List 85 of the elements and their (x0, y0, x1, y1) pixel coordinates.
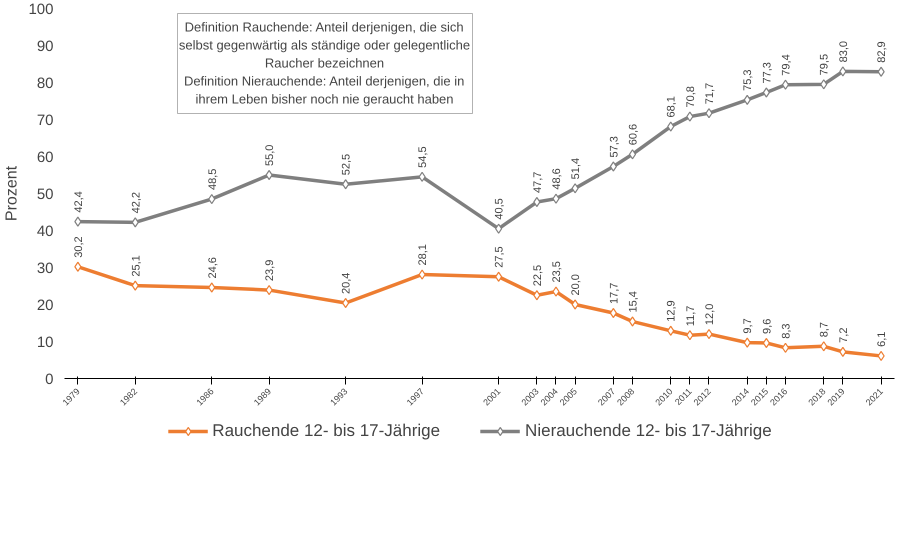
point (839, 66, 846, 76)
point (628, 149, 636, 160)
point (705, 329, 713, 340)
y-tick-label: 100 (28, 1, 54, 18)
legend-label: Nierauchende 12- bis 17-Jährige (525, 421, 772, 441)
data-label: 48,6 (551, 168, 563, 190)
point (782, 342, 790, 353)
point (686, 330, 694, 340)
point (552, 194, 560, 204)
data-label: 11,7 (684, 306, 697, 326)
annotation: Definition Rauchende: Anteil derjenigen, die sich selbst gegenwärtig als ständige oder gelegentliche Raucher bezeichnen (178, 20, 470, 70)
data-label: 28,1 (417, 244, 430, 266)
data-label: 79,5 (818, 54, 831, 76)
data-label: 8,7 (818, 322, 831, 338)
data-label: 52,5 (340, 154, 353, 176)
point (705, 108, 713, 118)
data-label: 6,1 (876, 332, 888, 347)
data-label: 51,4 (570, 158, 582, 180)
data-label: 54,5 (417, 146, 430, 168)
point (74, 216, 82, 227)
data-label: 20,0 (570, 274, 582, 296)
point (839, 346, 846, 357)
data-label: 12,0 (704, 304, 716, 326)
data-label: 12,9 (666, 300, 678, 322)
data-label: 70,8 (684, 86, 697, 108)
data-label: 47,7 (532, 172, 544, 194)
data-label: 17,7 (608, 282, 620, 304)
data-label: 15,4 (627, 291, 640, 313)
data-label: 68,1 (666, 96, 678, 118)
data-label: 71,7 (704, 82, 716, 104)
point (132, 280, 139, 291)
point (744, 94, 751, 105)
y-tick-label: 30 (36, 260, 54, 277)
point (782, 80, 790, 90)
data-label: 7,2 (838, 328, 850, 343)
y-axis-title: Prozent (3, 165, 20, 222)
y-tick-label: 70 (36, 112, 54, 129)
data-label: 83,0 (838, 40, 850, 62)
point (552, 286, 560, 297)
data-label: 9,7 (742, 318, 754, 334)
data-label: 82,9 (876, 41, 888, 63)
legend-label: Rauchende 12- bis 17-Jährige (212, 421, 440, 441)
data-label: 8,3 (780, 323, 792, 339)
point (418, 172, 426, 182)
y-tick-label: 0 (45, 371, 54, 388)
point (820, 341, 828, 352)
data-label: 24,6 (206, 257, 219, 278)
point (342, 179, 350, 190)
data-label: 48,5 (206, 168, 219, 190)
y-tick-label: 60 (36, 149, 54, 166)
data-label: 60,6 (627, 124, 640, 146)
data-label: 25,1 (130, 255, 142, 277)
point (572, 183, 579, 194)
point (74, 262, 82, 272)
data-label: 42,2 (130, 192, 142, 214)
point (495, 224, 502, 234)
y-tick-label: 40 (36, 223, 54, 240)
y-tick-label: 50 (36, 186, 54, 203)
data-label: 42,4 (72, 191, 85, 213)
annotation: Definition Nierauchende: Anteil derjenigen, die in ihrem Leben bisher noch nie geraucht haben (184, 74, 464, 106)
data-label: 40,5 (494, 198, 506, 220)
data-label: 23,5 (551, 261, 563, 283)
data-label: 30,2 (72, 236, 85, 258)
data-label: 23,9 (264, 260, 276, 282)
point (878, 66, 885, 77)
data-label: 27,5 (494, 246, 506, 268)
data-label: 79,4 (780, 54, 792, 76)
point (820, 79, 828, 90)
point (495, 272, 502, 282)
point (744, 338, 751, 348)
y-tick-label: 80 (36, 75, 54, 92)
data-label: 20,4 (340, 272, 353, 294)
data-label: 55,0 (264, 144, 276, 166)
point (628, 316, 636, 327)
y-tick-label: 90 (36, 38, 54, 55)
point (533, 290, 540, 300)
data-label: 57,3 (608, 136, 620, 158)
y-tick-label: 10 (36, 334, 54, 351)
point (667, 326, 674, 336)
y-tick-label: 20 (36, 297, 54, 314)
data-label: 9,6 (761, 318, 774, 334)
point (132, 217, 139, 228)
data-label: 77,3 (761, 62, 774, 84)
data-label: 22,5 (532, 264, 544, 286)
data-label: 75,3 (742, 69, 754, 91)
